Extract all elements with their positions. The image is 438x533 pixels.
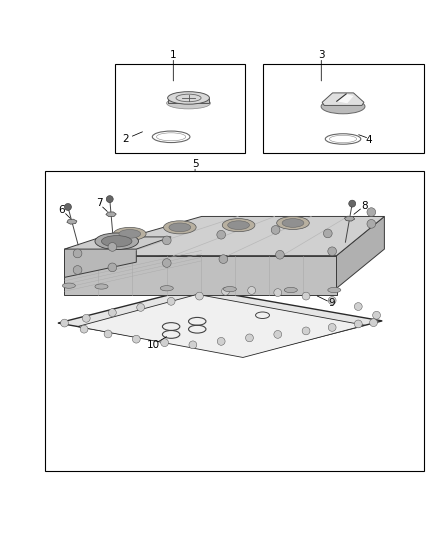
Circle shape: [349, 200, 356, 207]
Text: 8: 8: [361, 200, 368, 211]
Circle shape: [80, 325, 88, 333]
Circle shape: [60, 319, 68, 327]
Circle shape: [354, 320, 362, 328]
Circle shape: [162, 236, 171, 245]
Circle shape: [108, 243, 117, 251]
Polygon shape: [262, 64, 424, 154]
Ellipse shape: [166, 98, 211, 109]
Ellipse shape: [282, 219, 304, 228]
Circle shape: [274, 330, 282, 338]
Ellipse shape: [168, 92, 209, 104]
Circle shape: [274, 289, 282, 296]
Circle shape: [108, 263, 117, 272]
Circle shape: [222, 287, 230, 295]
Circle shape: [195, 292, 203, 300]
Circle shape: [276, 251, 284, 259]
Text: 2: 2: [122, 134, 129, 144]
Text: 1: 1: [170, 51, 177, 60]
Circle shape: [367, 208, 376, 216]
Ellipse shape: [113, 228, 146, 240]
Circle shape: [82, 314, 90, 322]
Polygon shape: [322, 93, 364, 106]
Circle shape: [162, 259, 171, 268]
Ellipse shape: [95, 284, 108, 289]
Circle shape: [64, 204, 71, 211]
Polygon shape: [58, 288, 382, 356]
Circle shape: [161, 339, 169, 346]
Polygon shape: [64, 256, 336, 295]
Circle shape: [189, 341, 197, 349]
Circle shape: [167, 297, 175, 305]
Ellipse shape: [102, 236, 132, 247]
Ellipse shape: [228, 221, 250, 230]
Circle shape: [354, 303, 362, 310]
Polygon shape: [64, 216, 385, 256]
Text: 9: 9: [329, 298, 336, 309]
Polygon shape: [45, 171, 424, 471]
Ellipse shape: [222, 219, 255, 232]
Ellipse shape: [169, 223, 191, 232]
Circle shape: [219, 255, 228, 263]
Text: 5: 5: [192, 159, 198, 169]
Polygon shape: [64, 247, 201, 295]
Ellipse shape: [277, 216, 309, 230]
Polygon shape: [64, 234, 136, 277]
Circle shape: [73, 265, 82, 274]
Circle shape: [246, 334, 253, 342]
Circle shape: [271, 225, 280, 235]
Circle shape: [106, 196, 113, 203]
Polygon shape: [67, 219, 77, 224]
Text: 10: 10: [147, 340, 160, 350]
Polygon shape: [64, 237, 171, 249]
Circle shape: [373, 311, 381, 319]
Ellipse shape: [328, 287, 341, 293]
Polygon shape: [106, 212, 116, 216]
Circle shape: [302, 292, 310, 300]
Ellipse shape: [163, 221, 196, 234]
Ellipse shape: [95, 233, 138, 249]
Polygon shape: [168, 98, 209, 103]
Circle shape: [328, 296, 336, 304]
Polygon shape: [115, 64, 245, 154]
Circle shape: [328, 324, 336, 332]
Text: 3: 3: [318, 51, 325, 60]
Circle shape: [328, 247, 336, 256]
Polygon shape: [337, 94, 353, 103]
Ellipse shape: [119, 230, 141, 238]
Polygon shape: [344, 216, 355, 221]
Circle shape: [132, 335, 140, 343]
Circle shape: [137, 303, 145, 311]
Text: 6: 6: [58, 205, 65, 215]
Text: 7: 7: [96, 198, 102, 208]
Circle shape: [367, 220, 376, 228]
Circle shape: [217, 337, 225, 345]
Circle shape: [248, 287, 255, 294]
Polygon shape: [78, 294, 365, 358]
Circle shape: [104, 330, 112, 338]
Circle shape: [217, 230, 226, 239]
Ellipse shape: [223, 287, 237, 292]
Text: 4: 4: [366, 135, 372, 146]
Circle shape: [73, 249, 82, 258]
Circle shape: [302, 327, 310, 335]
Ellipse shape: [284, 287, 297, 293]
Ellipse shape: [62, 283, 75, 288]
Ellipse shape: [160, 286, 173, 291]
Ellipse shape: [321, 99, 365, 114]
Polygon shape: [336, 216, 385, 288]
Circle shape: [323, 229, 332, 238]
Circle shape: [109, 309, 116, 317]
Circle shape: [370, 319, 378, 327]
